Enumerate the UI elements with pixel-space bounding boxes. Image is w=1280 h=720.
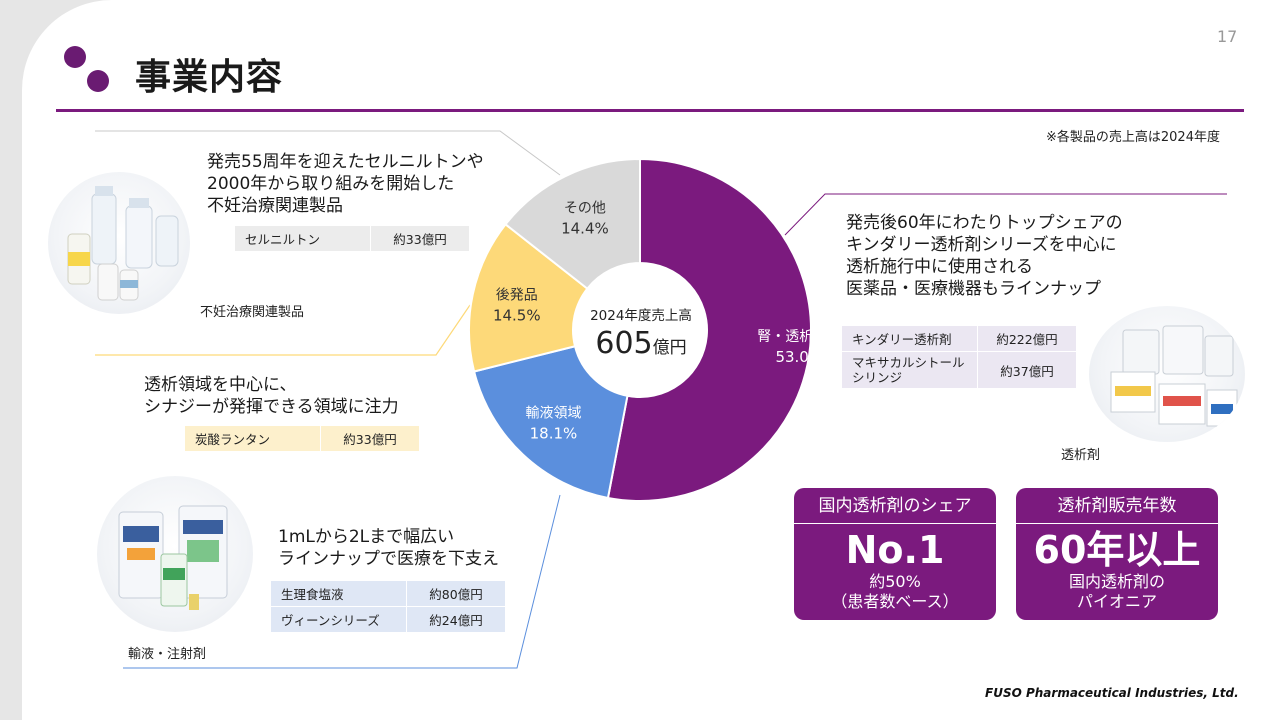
donut-slice-value: 53.0%	[775, 348, 811, 366]
generic-line: 透析領域を中心に、	[144, 375, 297, 395]
fertility-line: 発売55周年を迎えたセルニルトンや	[207, 152, 484, 172]
sales-donut-chart: 腎・透析領域 53.0% 輸液領域 18.1% 後発品 14.5% その他 14.4%	[469, 159, 811, 501]
product-name: 生理食塩液	[270, 580, 407, 607]
fertility-line: 不妊治療関連製品	[207, 196, 343, 216]
product-sales: 約24億円	[406, 606, 506, 633]
dialysis-product-photo	[1089, 306, 1245, 442]
product-name: ヴィーンシリーズ	[270, 606, 407, 633]
donut-slice-name: その他	[564, 201, 606, 217]
leader-line-other	[95, 130, 561, 176]
badge-heading: 国内透析剤のシェア	[794, 488, 996, 524]
years-badge: 透析剤販売年数 60年以上 国内透析剤の パイオニア	[1016, 488, 1218, 620]
table-row: 炭酸ランタン 約33億円	[184, 425, 420, 452]
company-logo: FUSO Pharmaceutical Industries, Ltd.	[985, 686, 1239, 700]
product-name: 炭酸ランタン	[184, 425, 321, 452]
dialysis-line: 透析施行中に使用される	[846, 257, 1033, 277]
title-dot-icon	[87, 70, 109, 92]
badge-highlight: 60年以上	[1033, 528, 1201, 572]
table-row: ヴィーンシリーズ 約24億円	[270, 606, 506, 633]
title-dot-icon	[64, 46, 86, 68]
title-divider	[56, 109, 1244, 112]
share-badge: 国内透析剤のシェア No.1 約50% （患者数ベース）	[794, 488, 996, 620]
dialysis-line: キンダリー透析剤シリーズを中心に	[846, 235, 1117, 255]
badge-highlight: No.1	[845, 528, 945, 572]
donut-hole	[573, 263, 707, 397]
generic-line: シナジーが発揮できる領域に注力	[144, 397, 399, 417]
product-name: キンダリー透析剤	[841, 325, 978, 352]
donut-slice-value: 18.1%	[530, 425, 578, 443]
product-sales: 約33億円	[370, 225, 470, 252]
infusion-line: 1mLから2Lまで幅広い	[278, 527, 455, 547]
product-sales: 約222億円	[977, 325, 1077, 352]
table-row: 生理食塩液 約80億円	[270, 580, 506, 607]
footnote: ※各製品の売上高は2024年度	[1046, 130, 1220, 145]
infusion-description: 1mLから2Lまで幅広い ラインナップで医療を下支え	[278, 526, 499, 570]
badge-subtext: パイオニア	[1076, 592, 1157, 611]
table-row: マキサカルシトール シリンジ 約37億円	[841, 351, 1077, 389]
badge-subtext: （患者数ベース）	[831, 592, 959, 611]
page-title: 事業内容	[135, 57, 284, 98]
dialysis-description: 発売後60年にわたりトップシェアの キンダリー透析剤シリーズを中心に 透析施行中…	[846, 212, 1123, 300]
product-name: マキサカルシトール シリンジ	[841, 351, 978, 389]
table-row: キンダリー透析剤 約222億円	[841, 325, 1077, 352]
donut-center-unit: 億円	[652, 338, 687, 358]
donut-center: 2024年度売上高 605億円	[571, 304, 711, 361]
donut-center-label: 2024年度売上高	[590, 308, 692, 324]
product-sales: 約37億円	[977, 351, 1077, 389]
generic-product-table: 炭酸ランタン 約33億円	[184, 425, 420, 452]
fertility-line: 2000年から取り組みを開始した	[207, 174, 455, 194]
badge-subtext: 国内透析剤の	[1068, 572, 1165, 591]
dialysis-line: 発売後60年にわたりトップシェアの	[846, 213, 1123, 233]
badge-subtext: 約50%	[869, 572, 921, 591]
product-sales: 約33億円	[320, 425, 420, 452]
product-name: セルニルトン	[234, 225, 371, 252]
infusion-product-table: 生理食塩液 約80億円 ヴィーンシリーズ 約24億円	[270, 580, 506, 633]
table-row: セルニルトン 約33億円	[234, 225, 470, 252]
fertility-description: 発売55周年を迎えたセルニルトンや 2000年から取り組みを開始した 不妊治療関…	[207, 151, 484, 217]
fertility-product-photo	[48, 172, 190, 314]
donut-slice-value: 14.4%	[561, 220, 609, 238]
fertility-caption: 不妊治療関連製品	[200, 305, 305, 320]
leader-line-generic	[95, 304, 471, 356]
donut-slice-name: 腎・透析領域	[757, 328, 811, 345]
donut-slice	[472, 345, 629, 500]
page-number: 17	[1217, 27, 1238, 46]
dialysis-product-table: キンダリー透析剤 約222億円 マキサカルシトール シリンジ 約37億円	[841, 325, 1077, 389]
donut-slice-value: 14.5%	[493, 307, 541, 325]
infusion-caption: 輸液・注射剤	[128, 647, 207, 662]
dialysis-line: 医薬品・医療機器もラインナップ	[846, 279, 1101, 299]
leader-line-dialysis	[784, 193, 1227, 236]
leader-line-infusion	[123, 494, 561, 669]
donut-slice-name: 輸液領域	[525, 405, 581, 422]
donut-slice-name: 後発品	[496, 288, 538, 304]
fertility-product-table: セルニルトン 約33億円	[234, 225, 470, 252]
donut-center-value: 605	[595, 326, 653, 361]
dialysis-caption: 透析剤	[1061, 448, 1101, 463]
infusion-product-photo	[97, 476, 253, 632]
badge-heading: 透析剤販売年数	[1016, 488, 1218, 524]
infusion-line: ラインナップで医療を下支え	[278, 549, 499, 569]
donut-slice	[504, 159, 641, 291]
donut-slice	[469, 222, 589, 373]
product-sales: 約80億円	[406, 580, 506, 607]
generic-description: 透析領域を中心に、 シナジーが発揮できる領域に注力	[144, 374, 399, 418]
